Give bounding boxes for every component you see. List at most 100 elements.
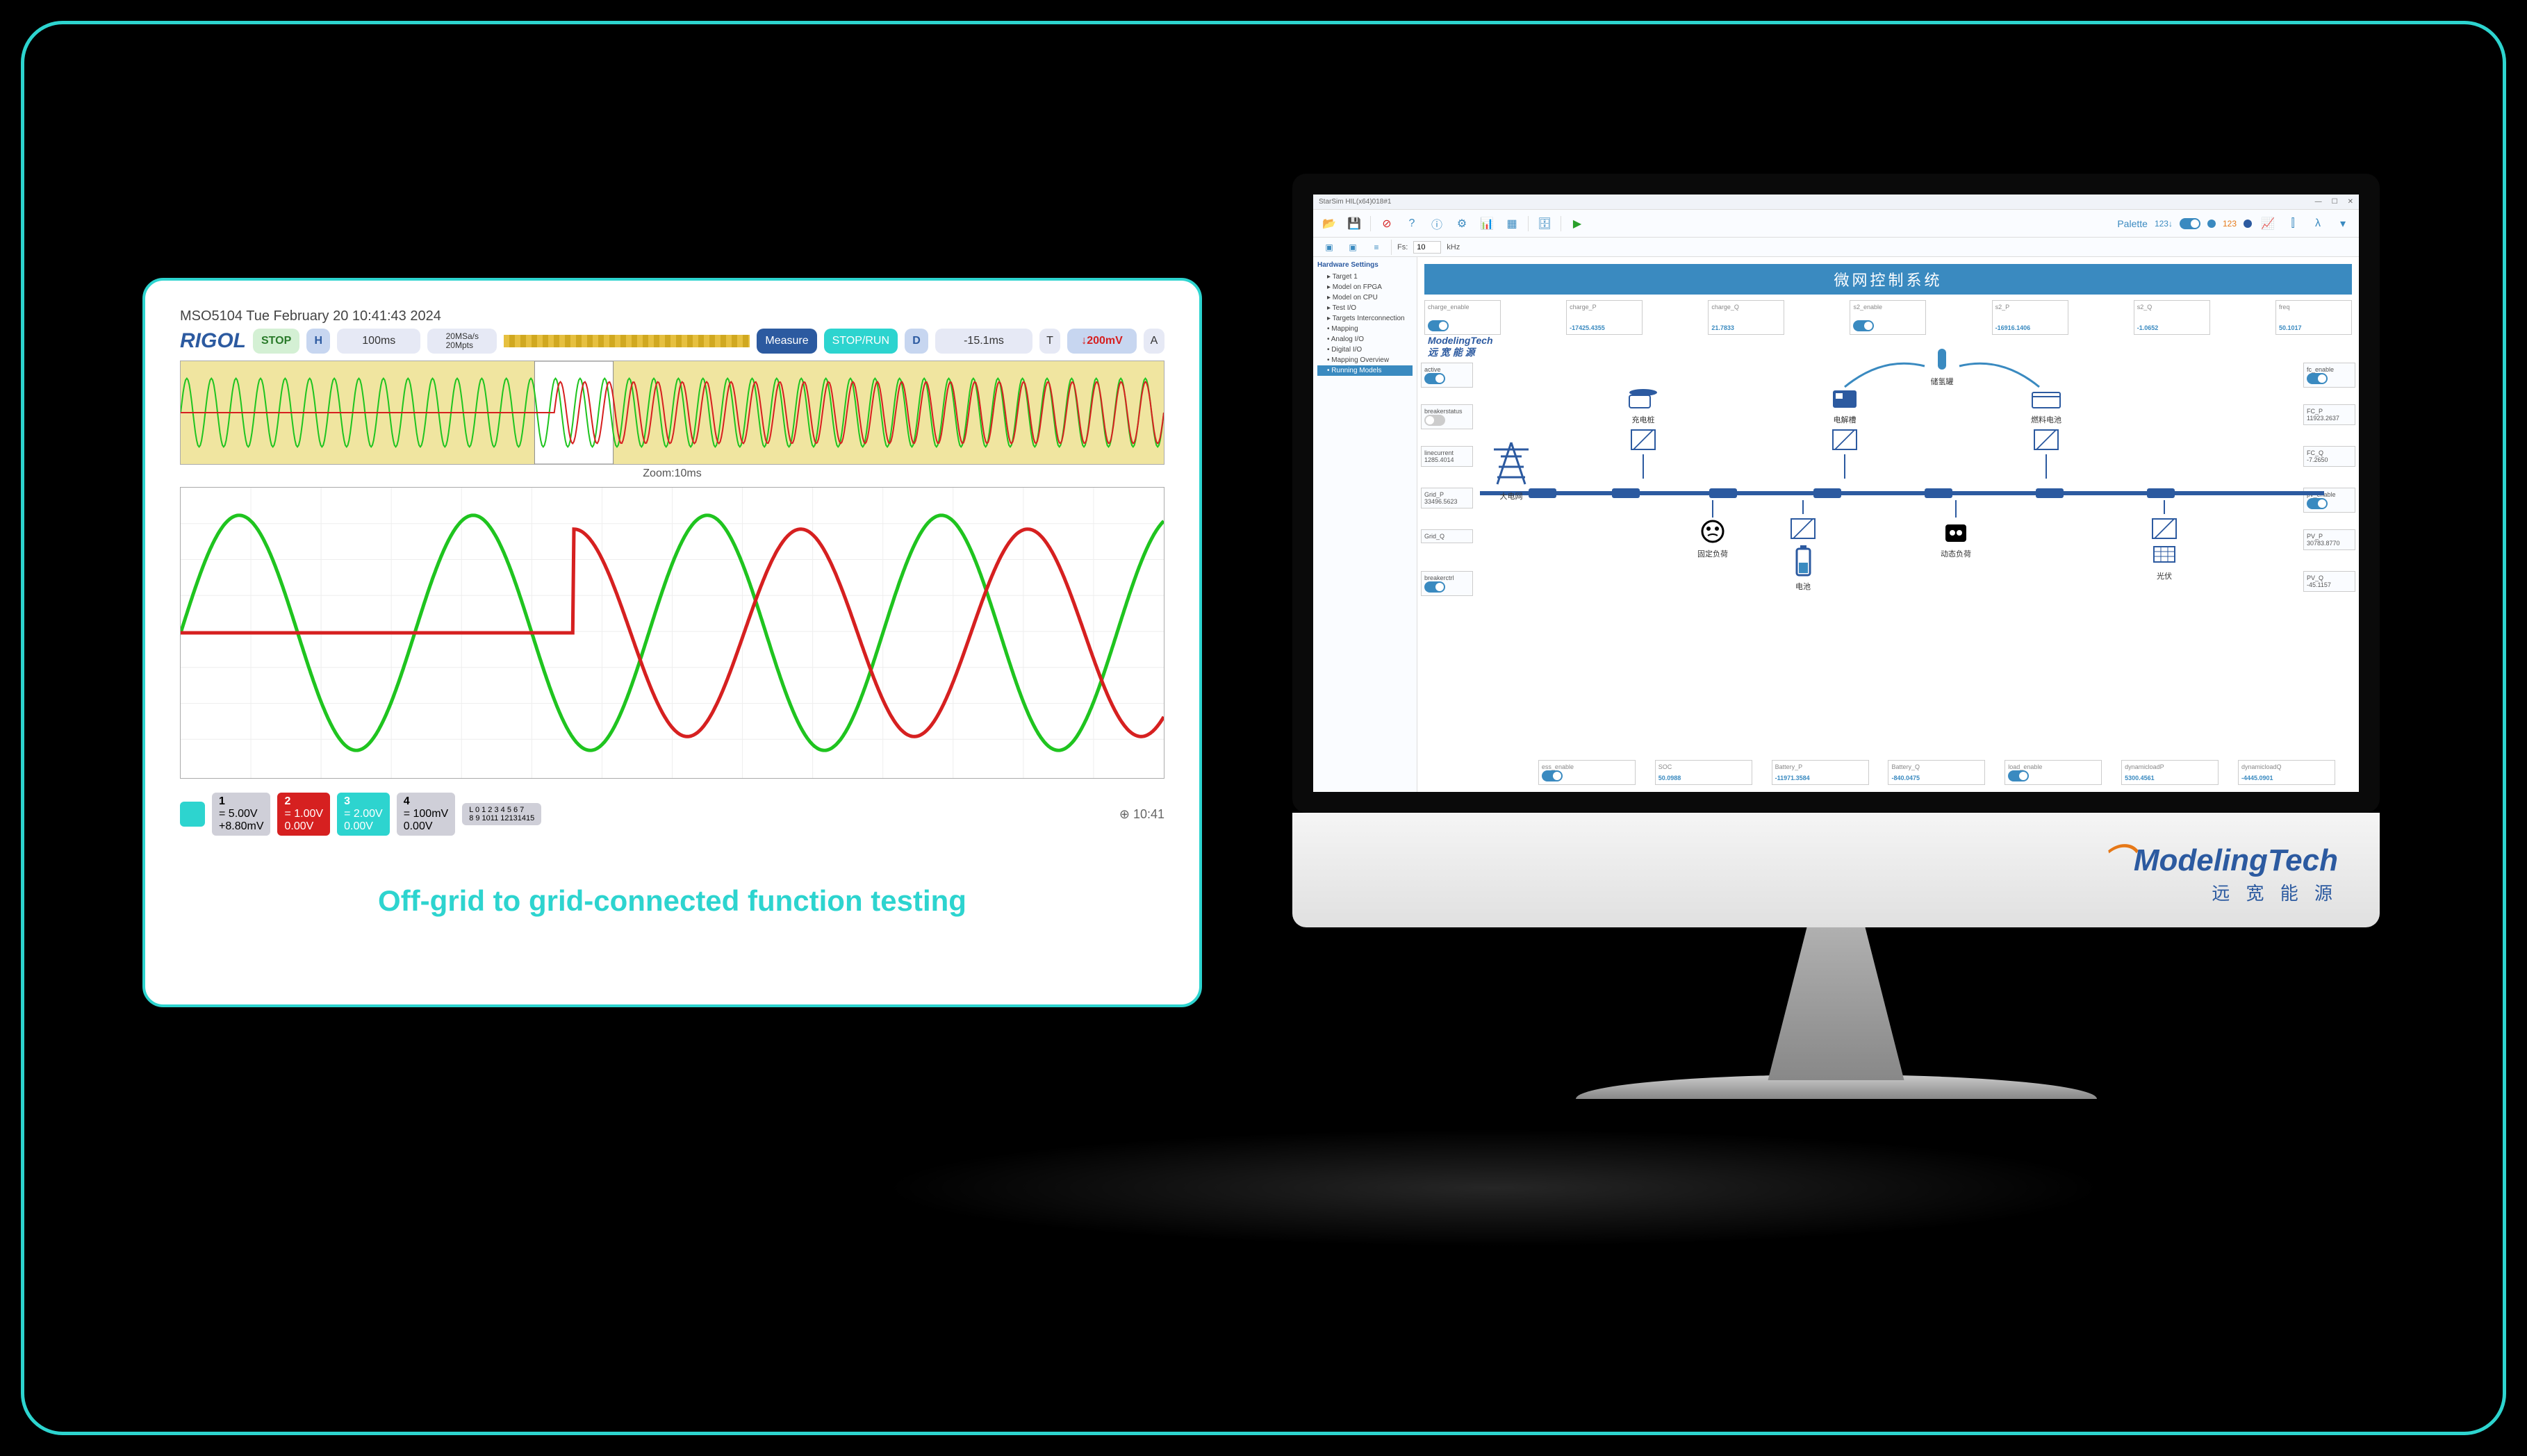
fixedload-node[interactable]: 固定负荷 — [1681, 500, 1744, 559]
mini-panel[interactable]: ess_enable — [1538, 760, 1636, 785]
mini-panel: dynamicloadP5300.4561 — [2121, 760, 2219, 785]
close-icon[interactable]: ✕ — [2348, 198, 2353, 206]
toggle[interactable] — [2307, 498, 2328, 509]
tree-item[interactable]: ▸ Target 1 — [1317, 272, 1413, 282]
play-icon[interactable]: ▶ — [1568, 215, 1586, 233]
dynload-icon — [1942, 518, 1970, 545]
main-waveform[interactable] — [180, 487, 1164, 779]
converter-icon — [1791, 518, 1816, 539]
help-icon[interactable]: ? — [1403, 215, 1421, 233]
toggle-dot-1[interactable] — [2207, 220, 2216, 228]
bus-seg — [2036, 488, 2064, 498]
battery-node[interactable]: 电池 — [1772, 500, 1834, 592]
software-body: Hardware Settings ▸ Target 1▸ Model on F… — [1313, 257, 2359, 792]
hydrogen-arc — [1834, 349, 2050, 390]
stop-pill[interactable]: STOP — [253, 329, 299, 354]
mini-panel[interactable]: fc_enable — [2303, 363, 2355, 388]
mini-panel[interactable]: s2_enable — [1850, 300, 1926, 335]
toggle[interactable] — [2307, 373, 2328, 384]
panel-icon[interactable]: ▦ — [1503, 215, 1521, 233]
settings-icon[interactable]: ⚙ — [1453, 215, 1471, 233]
t-value[interactable]: ↓ 200mV — [1067, 329, 1137, 354]
logic-box[interactable]: L 0 1 2 3 4 5 6 7 8 9 1011 12131415 — [462, 803, 541, 825]
toggle[interactable] — [1428, 320, 1449, 331]
app-title: StarSim HIL(x64)018#1 — [1319, 198, 1392, 206]
line-chart-icon[interactable]: 📈 — [2259, 215, 2277, 233]
minimize-icon[interactable]: — — [2315, 198, 2322, 206]
d-value[interactable]: -15.1ms — [935, 329, 1032, 354]
tree-item[interactable]: ▸ Model on FPGA — [1317, 282, 1413, 292]
h-value[interactable]: 100ms — [337, 329, 420, 354]
save-icon[interactable]: 💾 — [1345, 215, 1363, 233]
mini-panel: Grid_P33496.5623 — [1421, 488, 1473, 508]
osc-toolbar: RIGOL STOP H 100ms 20MSa/s 20Mpts Measur… — [180, 329, 1164, 354]
toggle-1[interactable] — [2180, 218, 2200, 229]
mini-panel[interactable]: charge_enable — [1424, 300, 1501, 335]
tree-item[interactable]: ▸ Targets Interconnection — [1317, 313, 1413, 324]
ch2-box[interactable]: 2 = 1.00V 0.00V — [277, 793, 330, 836]
toggle-dot-2[interactable] — [2244, 220, 2252, 228]
tree-item[interactable]: • Digital I/O — [1317, 345, 1413, 355]
monitor-stand — [1739, 927, 1934, 1080]
grid-node[interactable]: 大电网 — [1480, 439, 1542, 502]
module2-icon[interactable]: ▣ — [1344, 238, 1362, 256]
archive-icon[interactable]: 🗄 — [1536, 215, 1554, 233]
palette-num1[interactable]: 123↓ — [2155, 219, 2173, 229]
axis-icon[interactable]: λ — [2309, 215, 2327, 233]
osc-caption: Off-grid to grid-connected function test… — [180, 884, 1164, 918]
info-icon[interactable]: ⓘ — [1428, 215, 1446, 233]
mini-panel: linecurrent1285.4014 — [1421, 446, 1473, 467]
ch1-box[interactable]: 1 = 5.00V +8.80mV — [212, 793, 270, 836]
stop-icon[interactable]: ⊘ — [1378, 215, 1396, 233]
grid-icon[interactable] — [180, 802, 205, 827]
tree-item[interactable]: • Mapping Overview — [1317, 355, 1413, 365]
converter-icon — [1631, 429, 1656, 450]
dropdown-icon[interactable]: ▾ — [2334, 215, 2352, 233]
rigol-logo: RIGOL — [180, 329, 246, 353]
measure-button[interactable]: Measure — [757, 329, 816, 354]
open-icon[interactable]: 📂 — [1320, 215, 1338, 233]
palette-num2[interactable]: 123 — [2223, 219, 2237, 229]
toggle[interactable] — [2008, 770, 2029, 781]
fuelcell-node[interactable]: 燃料电池 — [2015, 387, 2077, 479]
battery-icon — [1791, 543, 1816, 578]
tree-item[interactable]: • Analog I/O — [1317, 334, 1413, 345]
pv-node[interactable]: 光伏 — [2133, 500, 2196, 581]
stoprun-button[interactable]: STOP/RUN — [824, 329, 898, 354]
fs-input[interactable] — [1413, 241, 1441, 254]
tree-item[interactable]: • Mapping — [1317, 324, 1413, 334]
tree-item[interactable]: ▸ Test I/O — [1317, 303, 1413, 313]
electrolyzer-icon — [1827, 387, 1862, 411]
window-buttons: — ☐ ✕ — [2315, 198, 2353, 206]
tree-item[interactable]: • Running Models — [1317, 365, 1413, 376]
mini-panel: SOC50.0988 — [1655, 760, 1752, 785]
dynload-node[interactable]: 动态负荷 — [1925, 500, 1987, 559]
converter-icon — [2152, 518, 2177, 539]
mini-panel: freq50.1017 — [2275, 300, 2352, 335]
toggle[interactable] — [1542, 770, 1563, 781]
chart-icon[interactable]: 📊 — [1478, 215, 1496, 233]
overview-waveform[interactable] — [180, 361, 1164, 465]
tree-item[interactable]: ▸ Model on CPU — [1317, 292, 1413, 303]
zoom-label: Zoom:10ms — [180, 468, 1164, 480]
module-icon[interactable]: ▣ — [1320, 238, 1338, 256]
sample-rate: 20MSa/s 20Mpts — [427, 329, 497, 354]
t-label: T — [1039, 329, 1060, 354]
d-label: D — [905, 329, 928, 354]
main-svg — [181, 488, 1164, 778]
mini-panel[interactable]: active — [1421, 363, 1473, 388]
electrolyzer-node[interactable]: 电解槽 — [1813, 387, 1876, 479]
toggle[interactable] — [1853, 320, 1874, 331]
toggle[interactable] — [1424, 581, 1445, 593]
charging-node[interactable]: 充电桩 — [1612, 387, 1674, 479]
ch4-box[interactable]: 4 = 100mV 0.00V — [397, 793, 455, 836]
toggle[interactable] — [1424, 373, 1445, 384]
mini-panel[interactable]: breakerctrl — [1421, 571, 1473, 596]
maximize-icon[interactable]: ☐ — [2332, 198, 2338, 206]
toggle[interactable] — [1424, 415, 1445, 426]
h-label: H — [306, 329, 330, 354]
mini-panel[interactable]: load_enable — [2005, 760, 2102, 785]
list-icon[interactable]: ≡ — [1367, 238, 1385, 256]
ch3-box[interactable]: 3 = 2.00V 0.00V — [337, 793, 390, 836]
bar-chart-icon[interactable]: ⫿ — [2284, 215, 2302, 233]
